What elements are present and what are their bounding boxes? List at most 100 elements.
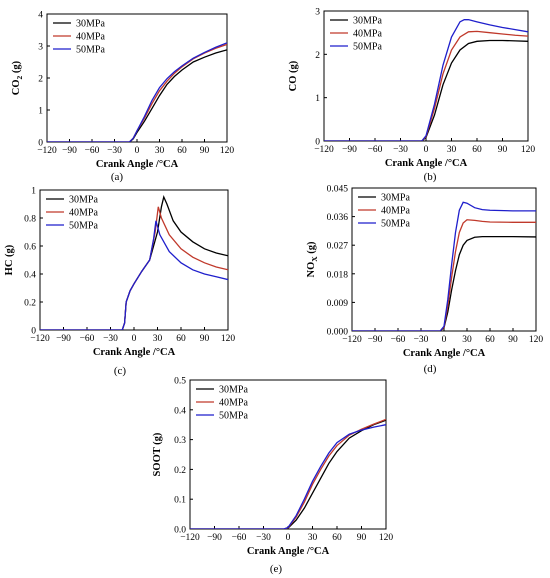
x-tick-label: 30 xyxy=(155,146,165,156)
y-axis-label: CO2 (g) xyxy=(11,60,24,95)
x-tick-label: 120 xyxy=(220,146,235,156)
x-tick-label: 120 xyxy=(529,335,544,345)
y-axis-label: NOX (g) xyxy=(306,241,319,278)
x-tick-label: 0 xyxy=(442,335,447,345)
y-tick-label: 0.018 xyxy=(327,270,349,280)
x-tick-label: 0 xyxy=(286,533,291,543)
y-tick-label: 0.000 xyxy=(327,328,349,338)
legend-label: 40MPa xyxy=(219,398,248,409)
x-axis-label: Crank Angle /°CA xyxy=(247,546,330,557)
series-line-30MPa xyxy=(190,419,386,529)
legend-label: 40MPa xyxy=(69,208,98,219)
y-tick-label: 0.8 xyxy=(24,215,36,225)
legend-label: 50MPa xyxy=(69,221,98,232)
legend-label: 50MPa xyxy=(76,45,105,56)
x-tick-label: −90 xyxy=(62,146,77,156)
x-axis-label: Crank Angle /°CA xyxy=(403,348,486,359)
y-tick-label: 0 xyxy=(31,327,36,337)
x-axis-label: Crank Angle /°CA xyxy=(93,347,176,358)
x-tick-label: −60 xyxy=(368,145,383,155)
legend-label: 30MPa xyxy=(76,19,105,30)
chart-panel-2: −120 −90 −60 −30 0 30 60 90 120 0 0.2 0.4 0.6 0.8 1 Cra… xyxy=(4,187,235,378)
legend-label: 50MPa xyxy=(219,411,248,422)
x-tick-label: 120 xyxy=(521,145,536,155)
y-tick-label: 2 xyxy=(315,51,320,61)
y-axis-label: CO (g) xyxy=(288,60,299,91)
x-tick-label: 30 xyxy=(462,335,472,345)
y-axis-label: SOOT (g) xyxy=(152,432,163,476)
x-tick-label: 90 xyxy=(498,145,508,155)
x-tick-label: 90 xyxy=(200,334,210,344)
y-tick-label: 1 xyxy=(31,187,36,197)
y-tick-label: 0.009 xyxy=(327,299,349,309)
x-tick-label: −30 xyxy=(414,335,429,345)
x-tick-label: −90 xyxy=(207,533,222,543)
y-tick-label: 0.0 xyxy=(174,526,186,536)
y-tick-label: 0.4 xyxy=(174,406,186,416)
y-tick-label: 0.027 xyxy=(327,242,349,252)
x-tick-label: −120 xyxy=(342,335,362,345)
y-tick-label: 3 xyxy=(38,43,43,53)
x-tick-label: −120 xyxy=(37,146,57,156)
y-tick-label: 0.5 xyxy=(174,377,186,387)
y-tick-label: 0.4 xyxy=(24,271,36,281)
y-tick-label: 4 xyxy=(38,11,43,21)
x-tick-label: 30 xyxy=(308,533,318,543)
y-tick-label: 0.2 xyxy=(24,299,36,309)
x-tick-label: −60 xyxy=(80,334,95,344)
y-tick-label: 0.6 xyxy=(24,243,36,253)
x-tick-label: 60 xyxy=(176,334,186,344)
series-line-50MPa xyxy=(190,424,386,529)
x-tick-label: 30 xyxy=(153,334,163,344)
series-line-50MPa xyxy=(40,220,228,330)
x-tick-label: −30 xyxy=(103,334,118,344)
y-tick-label: 2 xyxy=(38,75,43,85)
x-tick-label: 0 xyxy=(135,146,140,156)
x-tick-label: 90 xyxy=(357,533,367,543)
x-axis-label: Crank Angle /°CA xyxy=(385,158,468,169)
x-tick-label: 30 xyxy=(447,145,457,155)
y-tick-label: 3 xyxy=(315,8,320,18)
series-line-30MPa xyxy=(352,235,536,331)
x-tick-label: 60 xyxy=(332,533,342,543)
series-line-40MPa xyxy=(190,418,386,529)
series-line-30MPa xyxy=(47,49,227,142)
panel-label: (e) xyxy=(270,563,283,575)
y-tick-label: 1 xyxy=(315,94,320,104)
x-tick-label: 120 xyxy=(379,533,394,543)
x-tick-label: −30 xyxy=(107,146,122,156)
y-tick-label: 0.2 xyxy=(174,466,186,476)
y-tick-label: 0.036 xyxy=(327,213,349,223)
legend-label: 40MPa xyxy=(353,29,382,40)
series-line-50MPa xyxy=(47,42,227,142)
plot-frame xyxy=(46,13,228,143)
chart-panel-0: −120 −90 −60 −30 0 30 60 90 120 0 1 2 3 4 Crank Angle … xyxy=(11,11,234,184)
legend-label: 50MPa xyxy=(381,219,410,230)
x-tick-label: −120 xyxy=(30,334,50,344)
legend-label: 30MPa xyxy=(381,193,410,204)
chart-panel-1: −120 −90 −60 −30 0 30 60 90 120 0 1 2 3 Crank Angle /… xyxy=(288,8,535,184)
x-tick-label: 120 xyxy=(221,334,236,344)
series-line-50MPa xyxy=(324,19,528,141)
x-tick-label: −90 xyxy=(368,335,383,345)
plot-frame xyxy=(351,187,537,332)
legend-label: 30MPa xyxy=(69,195,98,206)
series-line-30MPa xyxy=(324,39,528,141)
y-tick-label: 0 xyxy=(315,138,320,148)
y-tick-label: 0.3 xyxy=(174,436,186,446)
y-tick-label: 0.1 xyxy=(174,496,186,506)
legend-label: 50MPa xyxy=(353,42,382,53)
chart-panel-4: −120 −90 −60 −30 0 30 60 90 120 0.0 0.1 0.2 0.3 0.4 0.… xyxy=(152,377,393,576)
x-tick-label: −90 xyxy=(342,145,357,155)
x-tick-label: 60 xyxy=(485,335,495,345)
legend-label: 30MPa xyxy=(219,385,248,396)
y-axis-label: HC (g) xyxy=(4,244,15,275)
x-tick-label: −120 xyxy=(314,145,334,155)
x-axis-label: Crank Angle /°CA xyxy=(96,159,179,170)
y-tick-label: 0 xyxy=(38,139,43,149)
x-tick-label: 60 xyxy=(472,145,482,155)
series-line-50MPa xyxy=(352,201,536,331)
y-tick-label: 1 xyxy=(38,107,43,117)
x-tick-label: 0 xyxy=(424,145,429,155)
